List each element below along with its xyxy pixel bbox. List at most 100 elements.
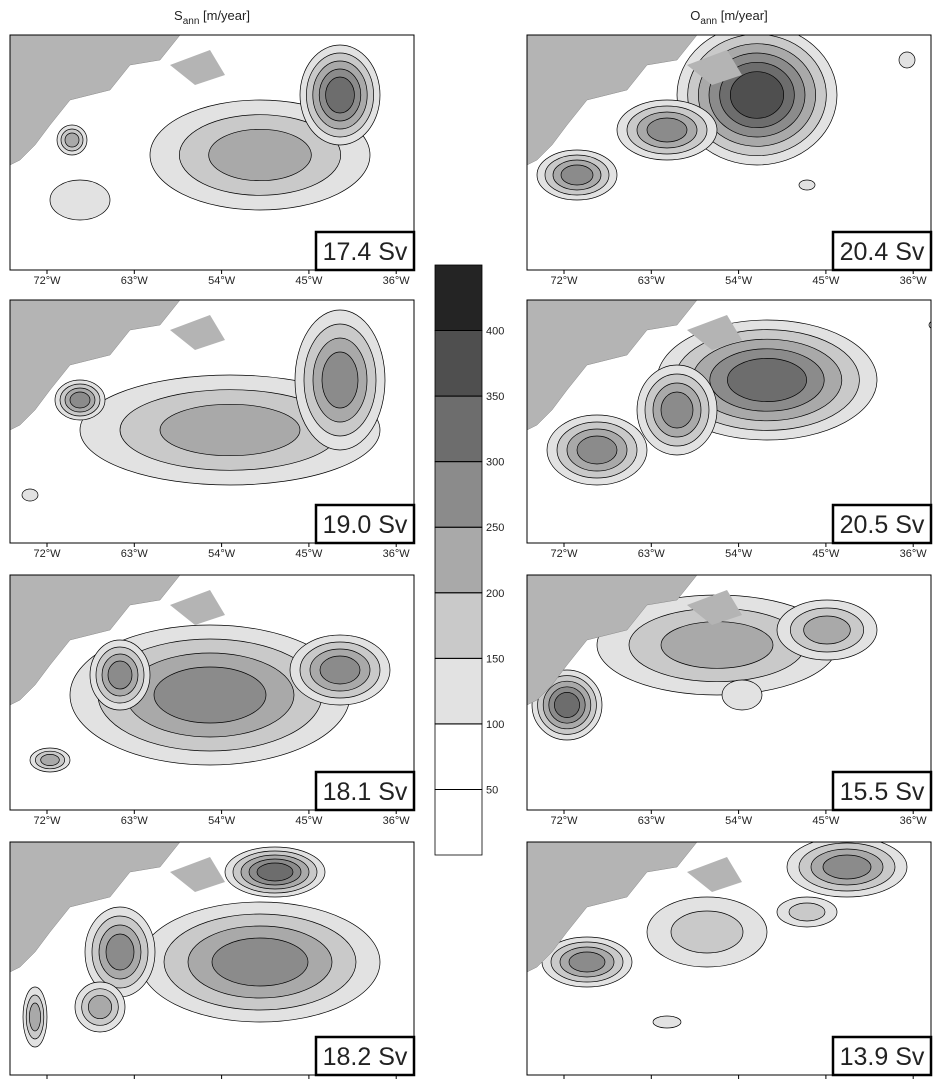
contour <box>653 1016 681 1028</box>
column-title: Oann [m/year] <box>690 8 767 27</box>
contour <box>730 72 783 119</box>
transport-label: 20.5 Sv <box>840 511 925 539</box>
title-symbol: S <box>174 8 183 23</box>
column-title: Sann [m/year] <box>174 8 250 27</box>
color-box <box>435 789 482 855</box>
x-tick-label: 45°W <box>812 548 840 560</box>
contour <box>722 680 762 710</box>
color-box <box>435 396 482 462</box>
x-tick-label: 45°W <box>812 275 840 287</box>
x-tick-label: 36°W <box>383 548 411 560</box>
contour <box>554 692 579 717</box>
title-symbol: O <box>690 8 700 23</box>
contour <box>65 133 79 147</box>
contour <box>661 622 773 669</box>
transport-label: 13.9 Sv <box>840 1043 925 1071</box>
contour <box>41 754 60 765</box>
contour <box>577 436 617 464</box>
x-tick-label: 63°W <box>121 548 149 560</box>
x-tick-label: 54°W <box>208 275 236 287</box>
x-tick-label: 36°W <box>383 275 411 287</box>
x-tick-label: 72°W <box>33 275 61 287</box>
x-tick-label: 36°W <box>900 275 928 287</box>
x-tick-label: 45°W <box>295 275 323 287</box>
level-label: 300 <box>486 457 504 469</box>
contour <box>799 180 815 190</box>
transport-label: 15.5 Sv <box>840 778 925 806</box>
contour <box>804 616 851 644</box>
x-tick-label: 63°W <box>121 815 149 827</box>
x-tick-label: 72°W <box>33 548 61 560</box>
color-box <box>435 265 482 331</box>
title-subscript: ann <box>183 16 200 27</box>
color-box <box>435 658 482 724</box>
color-box <box>435 724 482 790</box>
transport-label: 18.1 Sv <box>323 778 408 806</box>
map-panel: 20.4 Sv 72°W 63°W 54°W 45°W 36°W <box>527 25 931 287</box>
x-tick-label: 54°W <box>725 815 753 827</box>
contour <box>212 938 308 986</box>
figure: Sann [m/year] 17.4 Sv 72°W 63°W 54°W 45°W 36°W… <box>0 0 933 1080</box>
x-tick-label: 54°W <box>725 548 753 560</box>
x-tick-label: 63°W <box>121 275 149 287</box>
x-tick-label: 54°W <box>208 548 236 560</box>
contour <box>671 911 743 953</box>
transport-label: 20.4 Sv <box>840 238 925 266</box>
transport-label: 17.4 Sv <box>323 238 408 266</box>
contour <box>661 392 693 428</box>
contour <box>88 995 111 1018</box>
contour <box>29 1003 40 1031</box>
color-box <box>435 527 482 593</box>
level-label: 100 <box>486 719 504 731</box>
contour <box>160 404 300 455</box>
contour <box>50 180 110 220</box>
x-tick-label: 54°W <box>725 275 753 287</box>
color-box <box>435 593 482 659</box>
contour <box>209 129 312 180</box>
level-label: 150 <box>486 653 504 665</box>
x-tick-label: 72°W <box>550 815 578 827</box>
contour <box>22 489 38 501</box>
x-tick-label: 36°W <box>383 815 411 827</box>
x-tick-label: 45°W <box>295 815 323 827</box>
transport-label: 18.2 Sv <box>323 1043 408 1071</box>
contour <box>561 165 593 185</box>
title-subscript: ann <box>700 16 717 27</box>
contour <box>823 855 871 879</box>
contour <box>647 118 687 142</box>
contour <box>320 656 360 684</box>
x-tick-label: 72°W <box>33 815 61 827</box>
contour <box>569 952 605 972</box>
contour <box>108 661 132 689</box>
x-tick-label: 36°W <box>900 815 928 827</box>
x-tick-label: 72°W <box>550 275 578 287</box>
x-tick-label: 63°W <box>638 275 666 287</box>
contour <box>257 863 293 881</box>
color-box <box>435 331 482 397</box>
level-label: 350 <box>486 391 504 403</box>
x-tick-label: 36°W <box>900 548 928 560</box>
title-unit: [m/year] <box>717 8 768 23</box>
contour <box>70 392 90 408</box>
x-tick-label: 45°W <box>295 548 323 560</box>
title-unit: [m/year] <box>199 8 250 23</box>
x-tick-label: 54°W <box>208 815 236 827</box>
map-panel: 13.9 Sv72°W63°W54°W45°W36°W <box>527 837 931 1080</box>
x-tick-label: 45°W <box>812 815 840 827</box>
map-panel: 20.5 Sv 72°W 63°W 54°W 45°W 36°W <box>527 300 933 560</box>
contour <box>326 77 355 113</box>
contour <box>727 358 806 401</box>
transport-label: 19.0 Sv <box>323 511 408 539</box>
level-label: 50 <box>486 784 498 796</box>
x-tick-label: 63°W <box>638 548 666 560</box>
map-panel: 19.0 Sv 72°W 63°W 54°W 45°W 36°W <box>10 300 414 560</box>
map-panel: 18.1 Sv 72°W 63°W 54°W 45°W 36°W <box>10 575 414 827</box>
x-tick-label: 72°W <box>550 548 578 560</box>
level-label: 250 <box>486 522 504 534</box>
level-label: 400 <box>486 326 504 338</box>
contour <box>154 667 266 723</box>
contour <box>322 352 358 408</box>
map-panel: 17.4 Sv 72°W 63°W 54°W 45°W 36°W <box>10 35 414 287</box>
